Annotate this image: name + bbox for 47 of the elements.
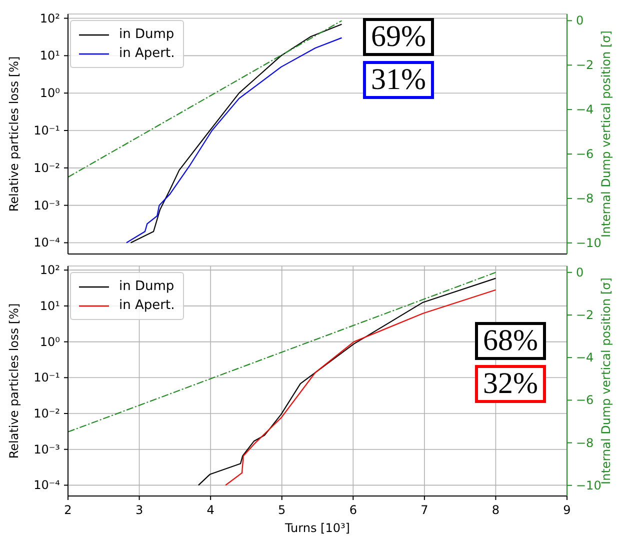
y2-tick-label: −10 [576, 236, 602, 250]
x-tick-label: 5 [278, 503, 286, 517]
x-tick-label: 3 [135, 503, 144, 517]
x-tick-label: 7 [420, 503, 428, 517]
y-tick-label: 10⁰ [40, 86, 60, 100]
y2-tick-label: −4 [576, 350, 594, 365]
y2-tick-label: −8 [576, 436, 594, 450]
annotation: 32% [475, 365, 546, 403]
y-tick-label: 10⁻³ [34, 442, 60, 456]
legend-label: in Apert. [119, 298, 175, 313]
y2-tick-label: −10 [576, 478, 602, 492]
y2-tick-label: −2 [576, 58, 594, 72]
x-tick-label: 9 [563, 503, 571, 517]
annotation: 31% [363, 61, 434, 99]
y-tick-label: 10⁰ [40, 334, 60, 349]
y-tick-label: 10² [40, 11, 60, 26]
y-tick-label: 10⁻³ [34, 198, 60, 212]
y-tick-label: 10¹ [40, 298, 60, 313]
y-tick-label: 10⁻¹ [34, 370, 60, 385]
y2-tick-label: 0 [576, 14, 584, 28]
x-tick-label: 2 [64, 503, 72, 517]
x-tick-label: 6 [349, 503, 357, 517]
y-tick-label: 10² [40, 263, 60, 278]
annotation: 68% [475, 322, 546, 360]
legend-label: in Dump [119, 27, 174, 42]
y-tick-label: 10⁻² [34, 160, 60, 175]
y2-tick-label: −6 [576, 147, 594, 161]
legend-label: in Apert. [119, 46, 175, 61]
x-tick-label: 8 [492, 503, 500, 517]
y2-tick-label: −2 [576, 308, 594, 322]
y2-tick-label: −6 [576, 393, 594, 408]
y2-axis-title: Internal Dump vertical position [σ] [599, 278, 613, 484]
y-axis-title: Relative particles loss [%] [7, 303, 21, 459]
y-tick-label: 10⁻² [34, 406, 60, 420]
x-tick-label: 4 [206, 503, 214, 517]
y-tick-label: 10¹ [40, 48, 60, 63]
y-axis-title: Relative particles loss [%] [7, 56, 21, 212]
y-tick-label: 10⁻⁴ [34, 236, 60, 250]
y-tick-label: 10⁻⁴ [34, 478, 60, 492]
y2-tick-label: −8 [576, 191, 594, 206]
y-tick-label: 10⁻¹ [34, 124, 60, 138]
y2-tick-label: −4 [576, 102, 594, 117]
legend-label: in Dump [119, 279, 174, 294]
y2-axis-title: Internal Dump vertical position [σ] [599, 30, 613, 238]
annotation: 69% [363, 18, 434, 56]
y2-tick-label: 0 [576, 265, 584, 280]
x-axis-title: Turns [10³] [284, 521, 350, 535]
